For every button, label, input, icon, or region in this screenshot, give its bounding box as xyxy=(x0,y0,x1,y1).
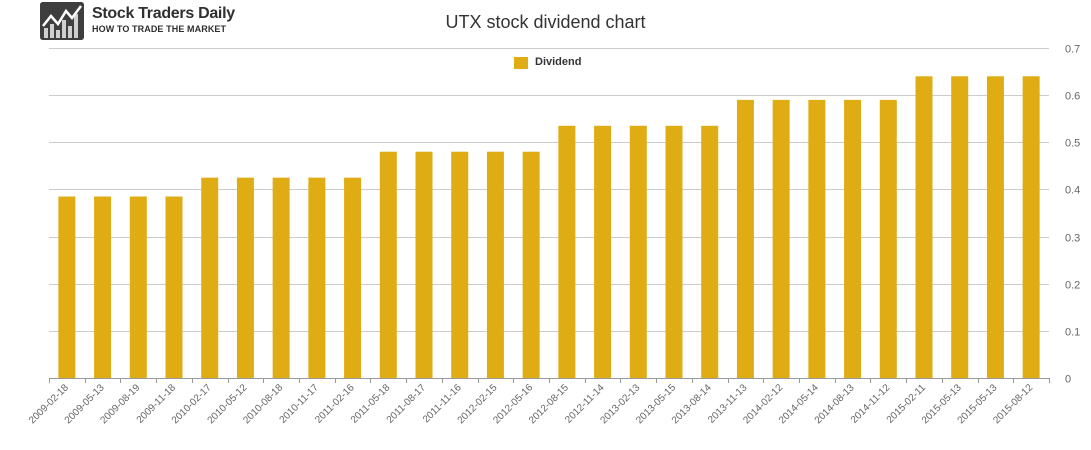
bar xyxy=(272,177,290,378)
bar xyxy=(701,125,719,378)
bar xyxy=(986,76,1004,378)
bar xyxy=(736,99,754,379)
bar xyxy=(594,125,612,378)
logo-title: Stock Traders Daily xyxy=(92,5,235,22)
bar xyxy=(344,177,362,378)
logo-chart-icon xyxy=(40,2,84,40)
bar xyxy=(522,151,540,378)
bar xyxy=(879,99,897,379)
bar xyxy=(236,177,254,378)
bar xyxy=(808,99,826,379)
bar xyxy=(486,151,504,378)
chart-title: UTX stock dividend chart xyxy=(445,12,646,32)
y-tick-label: 0.5 xyxy=(1065,138,1080,150)
logo: Stock Traders Daily HOW TO TRADE THE MAR… xyxy=(40,2,240,40)
bar xyxy=(1022,76,1040,378)
bar xyxy=(665,125,683,378)
bar xyxy=(201,177,219,378)
bar xyxy=(165,196,183,378)
y-tick-label: 0.7 xyxy=(1065,44,1080,56)
legend-swatch xyxy=(514,57,528,69)
y-tick-label: 0 xyxy=(1065,374,1071,386)
y-tick-label: 0.2 xyxy=(1065,280,1080,292)
bar xyxy=(451,151,469,378)
bar xyxy=(94,196,112,378)
bar xyxy=(58,196,76,378)
bar xyxy=(915,76,933,378)
legend-label: Dividend xyxy=(535,56,582,68)
bar xyxy=(379,151,397,378)
y-tick-label: 0.4 xyxy=(1065,185,1080,197)
bar xyxy=(129,196,147,378)
logo-subtitle: HOW TO TRADE THE MARKET xyxy=(92,24,227,34)
bar xyxy=(558,125,576,378)
bar xyxy=(629,125,647,378)
bar xyxy=(844,99,862,379)
y-tick-label: 0.1 xyxy=(1065,327,1080,339)
bar xyxy=(772,99,790,379)
bar xyxy=(415,151,433,378)
bar xyxy=(951,76,969,378)
bar xyxy=(308,177,326,378)
y-tick-label: 0.6 xyxy=(1065,91,1080,103)
y-tick-label: 0.3 xyxy=(1065,233,1080,245)
